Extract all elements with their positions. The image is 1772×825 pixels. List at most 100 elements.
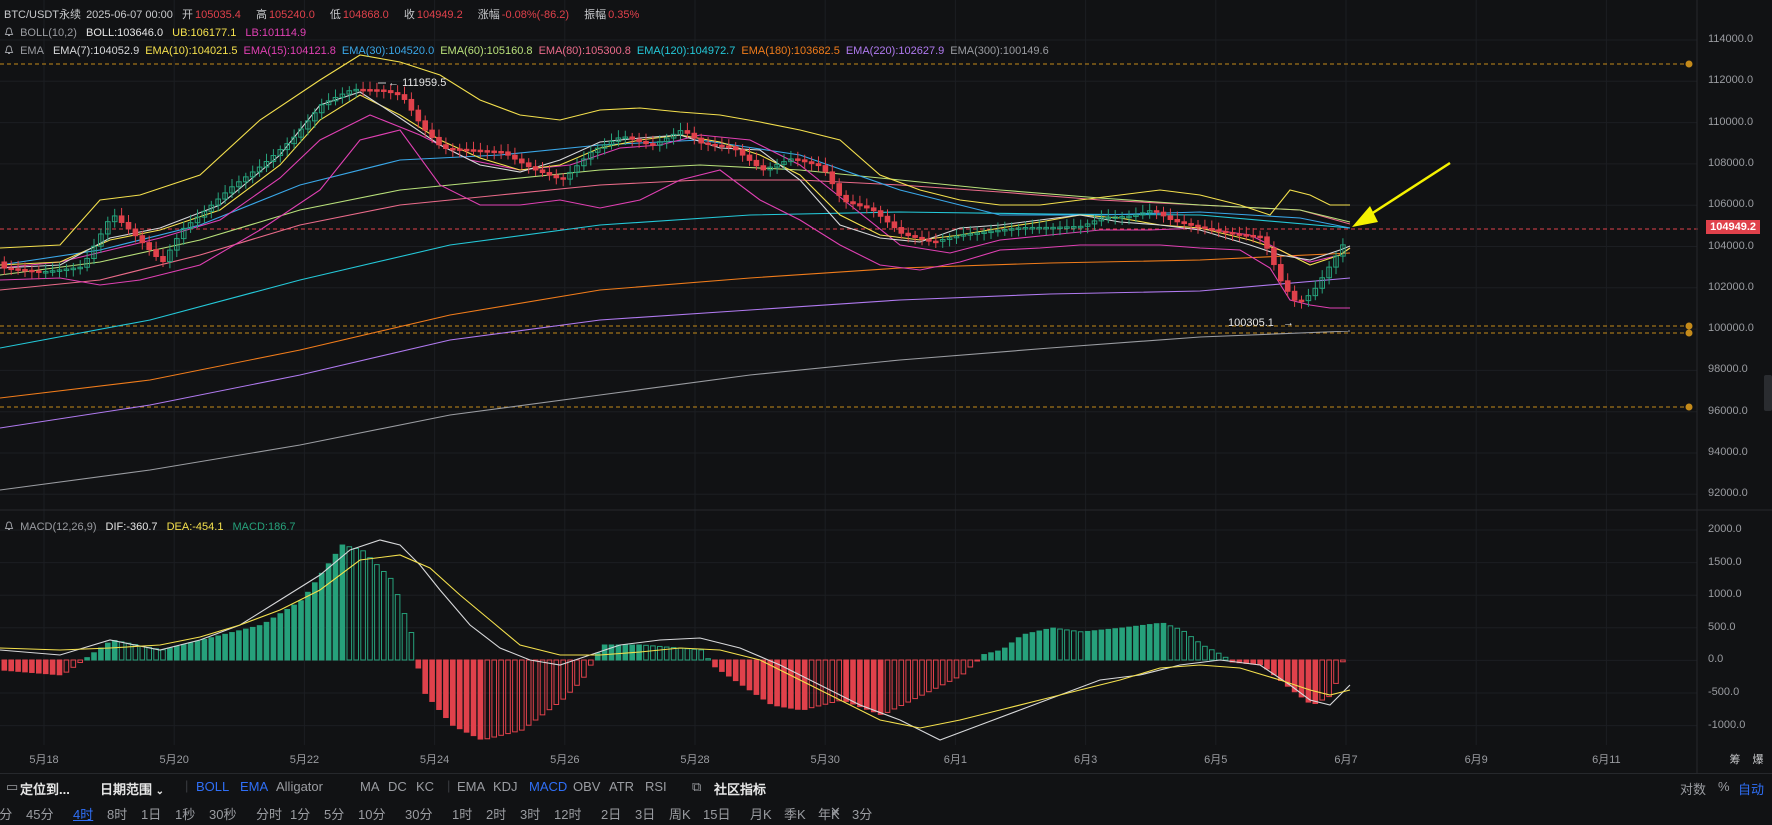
- candle-body: [981, 231, 987, 234]
- interval-option[interactable]: 3日: [635, 807, 656, 822]
- main-indicator-dc[interactable]: DC: [388, 779, 407, 794]
- symbol-label[interactable]: BTC/USDT永续: [4, 9, 81, 21]
- macd-bar: [850, 659, 856, 705]
- community-indicators-button[interactable]: 社区指标: [714, 782, 767, 797]
- candle-body: [1029, 226, 1036, 230]
- candle-body: [450, 147, 456, 151]
- macd-bar: [360, 550, 366, 661]
- candle-body: [381, 89, 387, 92]
- macd-bar: [387, 577, 394, 661]
- interval-option[interactable]: 2日: [601, 807, 622, 822]
- candle-body: [125, 221, 132, 230]
- main-indicator-boll[interactable]: BOLL: [196, 779, 230, 794]
- locate-button[interactable]: 定位到...: [20, 782, 70, 797]
- candle-body: [1340, 244, 1346, 257]
- sub-indicator-ema[interactable]: EMA: [457, 779, 486, 794]
- interval-option[interactable]: 季K: [784, 807, 806, 822]
- macd-bar: [946, 659, 953, 682]
- main-indicator-kc[interactable]: KC: [416, 779, 435, 794]
- close-icon[interactable]: ✕: [830, 804, 841, 819]
- candle-body: [933, 240, 939, 244]
- sub-indicator-atr[interactable]: ATR: [609, 779, 635, 794]
- candle-body: [422, 120, 428, 131]
- interval-option[interactable]: 3时: [520, 807, 541, 822]
- interval-option[interactable]: 15日: [703, 807, 731, 822]
- macd-bar: [436, 659, 442, 710]
- date-range-dropdown[interactable]: 日期范围 ⌄: [100, 782, 165, 797]
- interval-option[interactable]: 周K: [669, 807, 691, 822]
- interval-option[interactable]: 10分: [358, 807, 386, 822]
- axis-collapse-handle[interactable]: [1764, 375, 1772, 411]
- interval-option[interactable]: 1时: [452, 807, 473, 822]
- candle-body: [698, 137, 705, 144]
- chips-toggle[interactable]: 筹: [1729, 754, 1741, 766]
- main-indicator-alligator[interactable]: Alligator: [276, 779, 323, 794]
- interval-option[interactable]: 月K: [750, 807, 772, 822]
- interval-option[interactable]: 1分: [290, 807, 311, 822]
- sub-indicator-rsi[interactable]: RSI: [645, 779, 667, 794]
- indicator-toolbar: ▭ 定位到... 日期范围 ⌄ | BOLL EMA Alligator MA DC KC…: [0, 773, 1772, 800]
- macd-bar: [491, 659, 497, 738]
- bell-icon[interactable]: [4, 521, 14, 531]
- candle-body: [367, 89, 373, 92]
- candle-body: [643, 140, 649, 145]
- interval-option[interactable]: 4时: [73, 807, 94, 822]
- macd-info[interactable]: MACD(12,26,9) DIF:-360.7 DEA:-454.1 MACD…: [4, 520, 302, 534]
- burst-toggle[interactable]: 爆: [1752, 754, 1764, 766]
- ema-info[interactable]: EMA EMA(7):104052.9 EMA(10):104021.5 EMA(1…: [4, 44, 1061, 58]
- macd-bar: [277, 613, 284, 661]
- candle-body: [663, 137, 670, 143]
- candle-body: [1257, 235, 1263, 239]
- interval-option[interactable]: 分时: [256, 807, 283, 822]
- bell-icon[interactable]: [4, 27, 14, 37]
- candle-body: [746, 154, 753, 161]
- macd-bar: [546, 659, 553, 711]
- macd-bar: [505, 659, 511, 735]
- interval-option[interactable]: 1日: [141, 807, 162, 822]
- interval-option[interactable]: 5分: [324, 807, 345, 822]
- bell-icon[interactable]: [4, 45, 14, 55]
- macd-bar: [456, 659, 463, 730]
- macd-bar: [1284, 659, 1291, 687]
- candle-body: [546, 172, 553, 176]
- interval-option[interactable]: 30分: [405, 807, 433, 822]
- interval-option[interactable]: 30秒: [209, 807, 237, 822]
- candle-body: [139, 235, 146, 244]
- candle-body: [539, 169, 546, 174]
- auto-scale-toggle[interactable]: 自动: [1738, 782, 1765, 797]
- interval-option[interactable]: 1秒: [175, 807, 196, 822]
- macd-bar: [643, 644, 649, 661]
- sub-indicator-kdj[interactable]: KDJ: [493, 779, 518, 794]
- chart-canvas[interactable]: [0, 0, 1772, 773]
- log-scale-toggle[interactable]: 对数: [1680, 782, 1707, 797]
- candle-body: [305, 120, 311, 130]
- main-indicator-ema[interactable]: EMA: [240, 779, 269, 794]
- external-link-icon[interactable]: ⧉: [692, 779, 702, 794]
- boll-info[interactable]: BOLL(10,2) BOLL:103646.0 UB:106177.1 LB:…: [4, 26, 312, 40]
- interval-option[interactable]: 12时: [554, 807, 582, 822]
- interval-option[interactable]: 5分: [0, 807, 13, 822]
- main-indicator-ma[interactable]: MA: [360, 779, 380, 794]
- sub-indicator-macd[interactable]: MACD: [529, 779, 568, 794]
- interval-option[interactable]: 3分: [852, 807, 873, 822]
- macd-bar: [864, 659, 870, 710]
- candle-body: [174, 238, 180, 251]
- interval-option[interactable]: 2时: [486, 807, 507, 822]
- interval-option[interactable]: 45分: [26, 807, 54, 822]
- macd-bar: [698, 649, 705, 661]
- candle-body: [857, 203, 863, 207]
- macd-bar: [180, 644, 187, 661]
- calendar-icon[interactable]: ▭: [6, 779, 19, 794]
- sub-indicator-obv[interactable]: OBV: [573, 779, 601, 794]
- macd-bar: [236, 630, 242, 661]
- current-price-tag: 104949.2: [1706, 220, 1760, 234]
- interval-option[interactable]: 8时: [107, 807, 128, 822]
- macd-bar: [836, 659, 843, 702]
- candle-body: [1243, 234, 1250, 237]
- percent-scale-toggle[interactable]: %: [1718, 779, 1730, 794]
- interval-option[interactable]: 年K: [818, 807, 840, 822]
- candle-body: [684, 130, 691, 134]
- candle-body: [739, 149, 746, 156]
- candle-body: [836, 183, 843, 196]
- time-axis-label: 6月9: [1464, 754, 1488, 766]
